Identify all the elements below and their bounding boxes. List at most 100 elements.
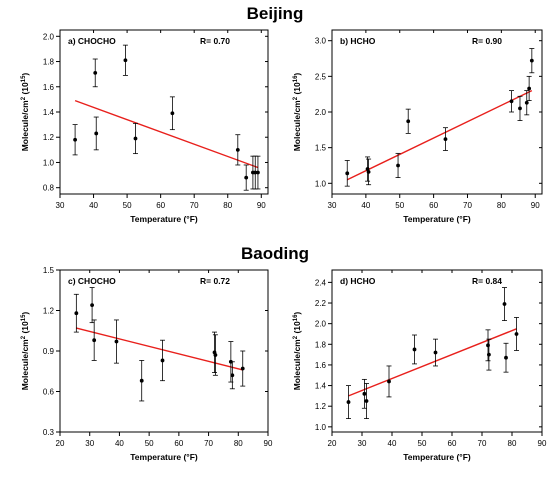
y-tick-label: 1.0: [43, 158, 55, 167]
panel-label: a) CHOCHO: [68, 36, 116, 46]
x-axis-label: Temperature (°F): [403, 214, 471, 224]
data-point: [387, 379, 391, 384]
x-tick-label: 20: [56, 439, 65, 448]
data-point: [133, 136, 138, 141]
x-tick-label: 70: [190, 201, 199, 210]
x-tick-label: 70: [478, 439, 487, 448]
y-tick-label: 1.5: [43, 266, 55, 275]
y-axis-label-part: 16: [293, 314, 299, 321]
data-point: [509, 99, 514, 104]
y-axis-label-part: ): [20, 73, 30, 76]
plot-frame: [331, 269, 543, 433]
x-tick-label: 70: [463, 201, 472, 210]
y-tick-label: 2.4: [315, 278, 327, 287]
data-point: [93, 70, 98, 75]
y-tick-label: 0.3: [43, 428, 55, 437]
x-axis-label: Temperature (°F): [130, 214, 198, 224]
y-tick-label: 1.5: [315, 144, 327, 153]
y-axis-label-part: 16: [293, 75, 299, 82]
data-point: [256, 170, 260, 175]
plot-frame: [59, 29, 269, 195]
x-tick-label: 60: [429, 201, 438, 210]
y-tick-label: 1.0: [315, 179, 327, 188]
y-tick-label: 1.8: [315, 340, 327, 349]
chart-panel-b: 30 40 50 60 70 80 90 1.0 1.5 2.0 2.5 3.0 b) HCHO R= 0…: [292, 29, 543, 224]
y-axis-label: Molecule/cm2 (1016): [292, 73, 302, 152]
data-point: [406, 119, 411, 124]
x-tick-label: 80: [234, 439, 243, 448]
x-tick-label: 50: [418, 439, 427, 448]
plot-frame: [59, 269, 269, 433]
y-tick-label: 0.8: [43, 184, 55, 193]
x-tick-label: 80: [223, 201, 232, 210]
y-axis-label: Molecule/cm2 (1016): [292, 312, 302, 391]
y-tick-label: 1.2: [43, 307, 55, 316]
data-point: [160, 358, 165, 363]
y-axis-label-part: (10: [292, 82, 302, 97]
y-axis-label-part: 15: [21, 314, 27, 321]
y-axis-label-part: 2: [293, 96, 299, 100]
y-axis-label-part: Molecule/cm: [20, 100, 30, 151]
x-tick-label: 50: [145, 439, 154, 448]
beijing-title: Beijing: [246, 4, 304, 23]
x-tick-label: 30: [85, 439, 94, 448]
y-tick-label: 1.2: [315, 402, 327, 411]
y-tick-label: 1.0: [315, 423, 327, 432]
data-point: [123, 58, 128, 63]
x-tick-label: 90: [538, 439, 547, 448]
panel-label: d) HCHO: [340, 276, 376, 286]
x-tick-label: 60: [448, 439, 457, 448]
y-tick-label: 1.6: [43, 83, 55, 92]
data-point: [345, 171, 350, 176]
x-tick-label: 40: [89, 201, 98, 210]
y-axis-label-part: (10: [20, 82, 30, 97]
r-value-label: R= 0.72: [200, 276, 230, 286]
fit-line: [74, 99, 259, 169]
x-axis-label: Temperature (°F): [403, 452, 471, 462]
data-point: [213, 353, 218, 357]
y-axis-label-part: ): [292, 312, 302, 315]
y-axis-label-part: ): [20, 312, 30, 315]
y-axis-label-part: (10: [20, 321, 30, 336]
x-tick-label: 40: [361, 201, 370, 210]
y-tick-label: 3.0: [315, 37, 327, 46]
x-tick-label: 80: [508, 439, 517, 448]
chart-panel-d: 20 30 40 50 60 70 80 90 1.0 1.2 1.4 1.6 1.8 2.0 2.2 2.4…: [292, 269, 547, 462]
data-point: [139, 378, 144, 383]
data-point: [114, 339, 119, 344]
data-point: [412, 347, 417, 352]
data-point: [364, 399, 369, 403]
y-tick-label: 1.6: [315, 361, 327, 370]
fit-line: [76, 327, 243, 371]
x-tick-label: 90: [531, 201, 540, 210]
data-point: [346, 400, 351, 404]
y-axis-label-part: 2: [21, 96, 27, 100]
data-point: [74, 311, 79, 316]
y-axis-label-part: 15: [21, 75, 27, 82]
x-tick-label: 90: [264, 439, 273, 448]
data-point: [170, 111, 175, 116]
r-value-label: R= 0.90: [472, 36, 502, 46]
y-tick-label: 1.2: [43, 133, 55, 142]
y-axis-label-part: Molecule/cm: [292, 339, 302, 390]
x-tick-label: 30: [358, 439, 367, 448]
x-tick-label: 70: [204, 439, 213, 448]
data-point: [527, 86, 532, 91]
data-point: [514, 332, 519, 336]
y-tick-label: 2.5: [315, 72, 327, 81]
chart-panel-c: 20 30 40 50 60 70 80 90 0.3 0.6 0.9 1.2 1.5 c) CHOCHO…: [20, 266, 273, 462]
y-tick-label: 2.0: [43, 32, 55, 41]
y-axis-label-part: ): [292, 73, 302, 76]
x-tick-label: 60: [156, 201, 165, 210]
data-point: [486, 343, 490, 348]
y-tick-label: 0.6: [43, 388, 55, 397]
data-point: [90, 303, 94, 307]
baoding-title: Baoding: [241, 244, 309, 263]
y-tick-label: 0.9: [43, 347, 55, 356]
x-axis-label: Temperature (°F): [130, 452, 198, 462]
y-axis-label-part: 2: [293, 335, 299, 339]
x-tick-label: 50: [395, 201, 404, 210]
y-tick-label: 1.8: [43, 58, 55, 67]
data-point: [244, 175, 249, 180]
data-point: [235, 147, 240, 152]
